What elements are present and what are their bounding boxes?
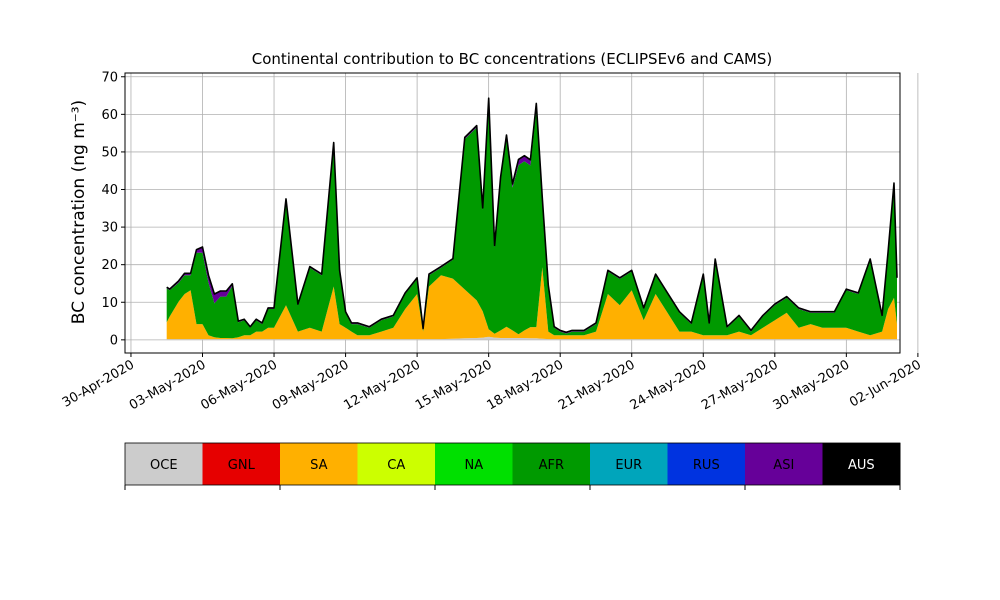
legend-frame: [124, 442, 901, 486]
chart-title: Continental contribution to BC concentra…: [252, 50, 773, 68]
legend-label-afr: AFR: [539, 458, 564, 473]
x-tick-label: 15-May-2020: [413, 357, 495, 413]
y-tick-label: 40: [101, 183, 118, 198]
legend-swatch-rus: [667, 443, 746, 485]
area-sa: [166, 267, 897, 340]
x-axis: 30-Apr-202003-May-202006-May-202009-May-…: [60, 353, 924, 413]
legend-swatch-ca: [357, 443, 436, 485]
legend-label-asi: ASI: [773, 458, 794, 473]
x-tick-label: 30-May-2020: [771, 357, 853, 413]
legend-colorbar: OCE GNL SA CA NA AFR EUR RUS ASI AUS: [124, 442, 901, 490]
legend-label-aus: AUS: [848, 458, 875, 473]
x-tick-label: 30-Apr-2020: [60, 357, 137, 410]
x-tick-label: 12-May-2020: [341, 357, 423, 413]
x-tick-label: 24-May-2020: [628, 357, 710, 413]
legend-swatch-sa: [280, 443, 358, 485]
x-tick-label: 18-May-2020: [485, 357, 567, 413]
legend-label-oce: OCE: [150, 458, 178, 473]
legend-label-gnl: GNL: [228, 458, 256, 473]
y-tick-label: 30: [101, 221, 118, 236]
y-tick-label: 20: [101, 258, 118, 273]
total-line: [166, 97, 898, 334]
legend-swatch-na: [435, 443, 513, 485]
legend-label-rus: RUS: [693, 458, 720, 473]
x-tick-label: 02-Jun-2020: [847, 357, 924, 410]
x-tick-label: 06-May-2020: [198, 357, 280, 413]
legend-swatch-gnl: [202, 443, 281, 485]
stacked-areas: [166, 98, 897, 340]
legend-swatch-aus: [822, 443, 901, 485]
legend-label-ca: CA: [387, 458, 405, 473]
legend-swatch-asi: [745, 443, 823, 485]
y-tick-label: 10: [101, 296, 118, 311]
y-tick-label: 70: [101, 70, 118, 85]
y-tick-label: 50: [101, 145, 118, 160]
legend-label-sa: SA: [310, 458, 327, 473]
x-tick-label: 09-May-2020: [270, 357, 352, 413]
legend-swatch-oce: [125, 443, 203, 485]
x-tick-label: 21-May-2020: [556, 357, 638, 413]
y-axis: 0 10 20 30 40 50 60 70: [101, 70, 125, 348]
legend-label-eur: EUR: [615, 458, 642, 473]
area-afr: [166, 103, 897, 339]
x-tick-label: 03-May-2020: [127, 357, 209, 413]
y-axis-label: BC concentration (ng m⁻³): [69, 100, 89, 324]
legend-swatch-afr: [512, 443, 591, 485]
plot-frame: [124, 72, 901, 354]
legend-swatch-eur: [590, 443, 668, 485]
legend-label-na: NA: [464, 458, 483, 473]
y-tick-label: 60: [101, 108, 118, 123]
x-tick-label: 27-May-2020: [699, 357, 781, 413]
y-tick-label: 0: [110, 333, 118, 348]
total-concentration-line: [166, 97, 898, 334]
